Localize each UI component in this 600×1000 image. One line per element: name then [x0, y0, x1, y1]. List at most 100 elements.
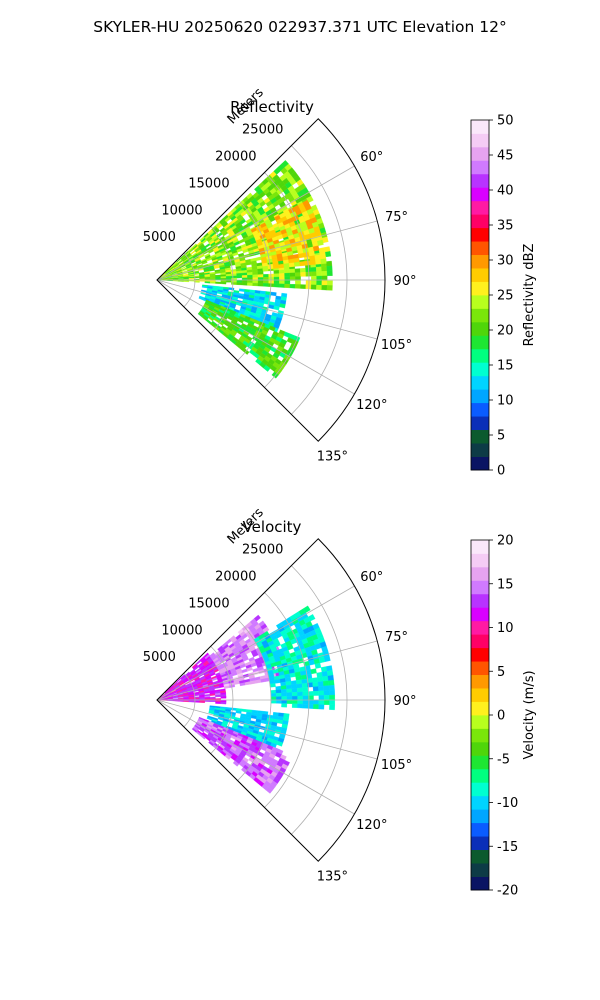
velocity-echo-cell	[276, 740, 284, 747]
reflectivity-echo-cell	[231, 280, 237, 283]
reflectivity-echo-cell	[283, 263, 290, 268]
velocity-azimuth-tick-label: 120°	[356, 818, 387, 833]
reflectivity-colorbar-segment	[471, 254, 489, 269]
velocity-echo-cell	[321, 671, 328, 677]
reflectivity-echo-cell	[263, 280, 269, 284]
reflectivity-echo-cell	[273, 270, 280, 275]
reflectivity-colorbar-segment	[471, 375, 489, 390]
velocity-echo-cell	[204, 697, 211, 699]
velocity-echo-cell	[323, 699, 330, 705]
velocity-echo-cell	[286, 692, 293, 697]
velocity-echo-cell	[326, 670, 334, 677]
velocity-colorbar-segment	[471, 688, 489, 702]
velocity-colorbar-tick-label: 0	[497, 709, 505, 724]
velocity-colorbar-tick-label: 20	[497, 534, 514, 549]
velocity-echo-cell	[204, 700, 211, 702]
velocity-colorbar-segment	[471, 836, 489, 851]
velocity-azimuth-tick-label: 135°	[317, 869, 348, 884]
reflectivity-echo-cell	[204, 243, 211, 249]
reflectivity-echo-cell	[238, 288, 245, 292]
reflectivity-echo-cell	[300, 267, 306, 273]
velocity-colorbar: Velocity (m/s) -20 -15 -10 -5 0 5 10 15 20	[470, 534, 537, 899]
reflectivity-echo-cell	[279, 273, 285, 278]
reflectivity-echo-cell	[320, 258, 327, 265]
velocity-azimuth-spoke	[156, 699, 378, 760]
velocity-colorbar-tick-label: 15	[497, 577, 514, 592]
reflectivity-colorbar-segment	[471, 120, 489, 134]
reflectivity-colorbar-segment	[471, 160, 489, 175]
velocity-echo-cell	[235, 710, 242, 714]
velocity-echo-cell	[313, 704, 319, 710]
velocity-echo-cell	[302, 687, 309, 693]
reflectivity-echo-cell	[277, 256, 284, 262]
reflectivity-echo-cell	[262, 265, 269, 270]
reflectivity-azimuth-tick-label: 135°	[317, 449, 348, 464]
velocity-echo-cell	[286, 684, 292, 690]
velocity-echo-cell	[199, 701, 206, 703]
reflectivity-echo-cell	[178, 280, 184, 282]
reflectivity-azimuth-spoke	[156, 279, 378, 340]
velocity-polar-grid	[156, 538, 386, 862]
reflectivity-echo-cell	[326, 285, 333, 291]
reflectivity-echo-cell	[236, 275, 243, 279]
reflectivity-echo-cell	[257, 268, 264, 273]
reflectivity-echo-cell	[225, 275, 232, 279]
reflectivity-axis-labels: Meters 50001000015000200002500060°75°90°…	[143, 85, 417, 464]
reflectivity-echo-cell	[278, 283, 285, 288]
velocity-colorbar-segment	[471, 876, 489, 891]
reflectivity-colorbar-segment	[471, 268, 489, 282]
velocity-echo-cell	[270, 693, 277, 697]
velocity-echo-cell	[323, 695, 330, 701]
velocity-echo-cell	[307, 614, 316, 622]
reflectivity-echo-cell	[324, 251, 332, 258]
velocity-azimuth-spoke	[156, 699, 355, 815]
reflectivity-echo-cell	[317, 239, 324, 246]
velocity-echo-cell	[318, 704, 325, 710]
velocity-echo-cell	[300, 674, 307, 680]
velocity-radial-tick-label: 5000	[143, 650, 176, 665]
velocity-echo-cell	[291, 688, 298, 693]
reflectivity-echo-cell	[316, 271, 323, 277]
reflectivity-colorbar-tick-label: 0	[497, 464, 505, 479]
reflectivity-echo-cell	[294, 261, 301, 267]
velocity-echo-cell	[270, 699, 277, 704]
reflectivity-echo-cell	[252, 282, 259, 287]
velocity-echo-cell	[209, 696, 216, 699]
velocity-echo-cell	[317, 681, 324, 687]
velocity-colorbar-tick-label: 5	[497, 665, 505, 680]
velocity-echo-cell	[329, 699, 335, 706]
velocity-azimuth-spoke	[156, 585, 355, 701]
reflectivity-echo-cell	[228, 287, 235, 291]
velocity-echo-cell	[318, 685, 325, 692]
reflectivity-echo-cell	[289, 284, 296, 289]
velocity-echo-cell	[303, 605, 311, 613]
velocity-echo-cell	[312, 681, 319, 688]
reflectivity-echo-cell	[284, 283, 291, 289]
velocity-echo-cell	[276, 696, 282, 701]
velocity-echo-cell	[178, 700, 184, 702]
velocity-echo-cell	[292, 699, 298, 705]
reflectivity-echo-cell	[294, 268, 301, 273]
reflectivity-echo-cell	[284, 280, 291, 285]
reflectivity-echo-cell	[220, 276, 227, 279]
reflectivity-colorbar-tick-label: 45	[497, 149, 514, 164]
reflectivity-echo-cell	[246, 272, 253, 276]
reflectivity-colorbar-segment	[471, 146, 489, 161]
velocity-colorbar-segment	[471, 566, 489, 581]
reflectivity-echo-cell	[247, 274, 253, 278]
reflectivity-colorbar: Reflectivity dBZ 0 5 10 15 20 25 30 35 40 45 50	[470, 114, 537, 479]
velocity-echo-cell	[329, 694, 335, 701]
velocity-echo-cell	[318, 695, 325, 701]
velocity-echo-cell	[301, 682, 308, 688]
velocity-echo-cell	[172, 700, 179, 702]
velocity-echo-cell	[318, 699, 325, 705]
velocity-echo-cell	[312, 686, 319, 692]
velocity-echo-cell	[286, 699, 293, 704]
reflectivity-colorbar-tick-label: 30	[497, 254, 514, 269]
reflectivity-echo-cell	[210, 280, 216, 282]
reflectivity-azimuth-spoke	[156, 279, 355, 395]
reflectivity-echo-cell	[241, 280, 248, 283]
reflectivity-echo-cell	[225, 280, 232, 283]
velocity-colorbar-segment	[471, 540, 489, 554]
reflectivity-echo-cell	[326, 260, 333, 267]
